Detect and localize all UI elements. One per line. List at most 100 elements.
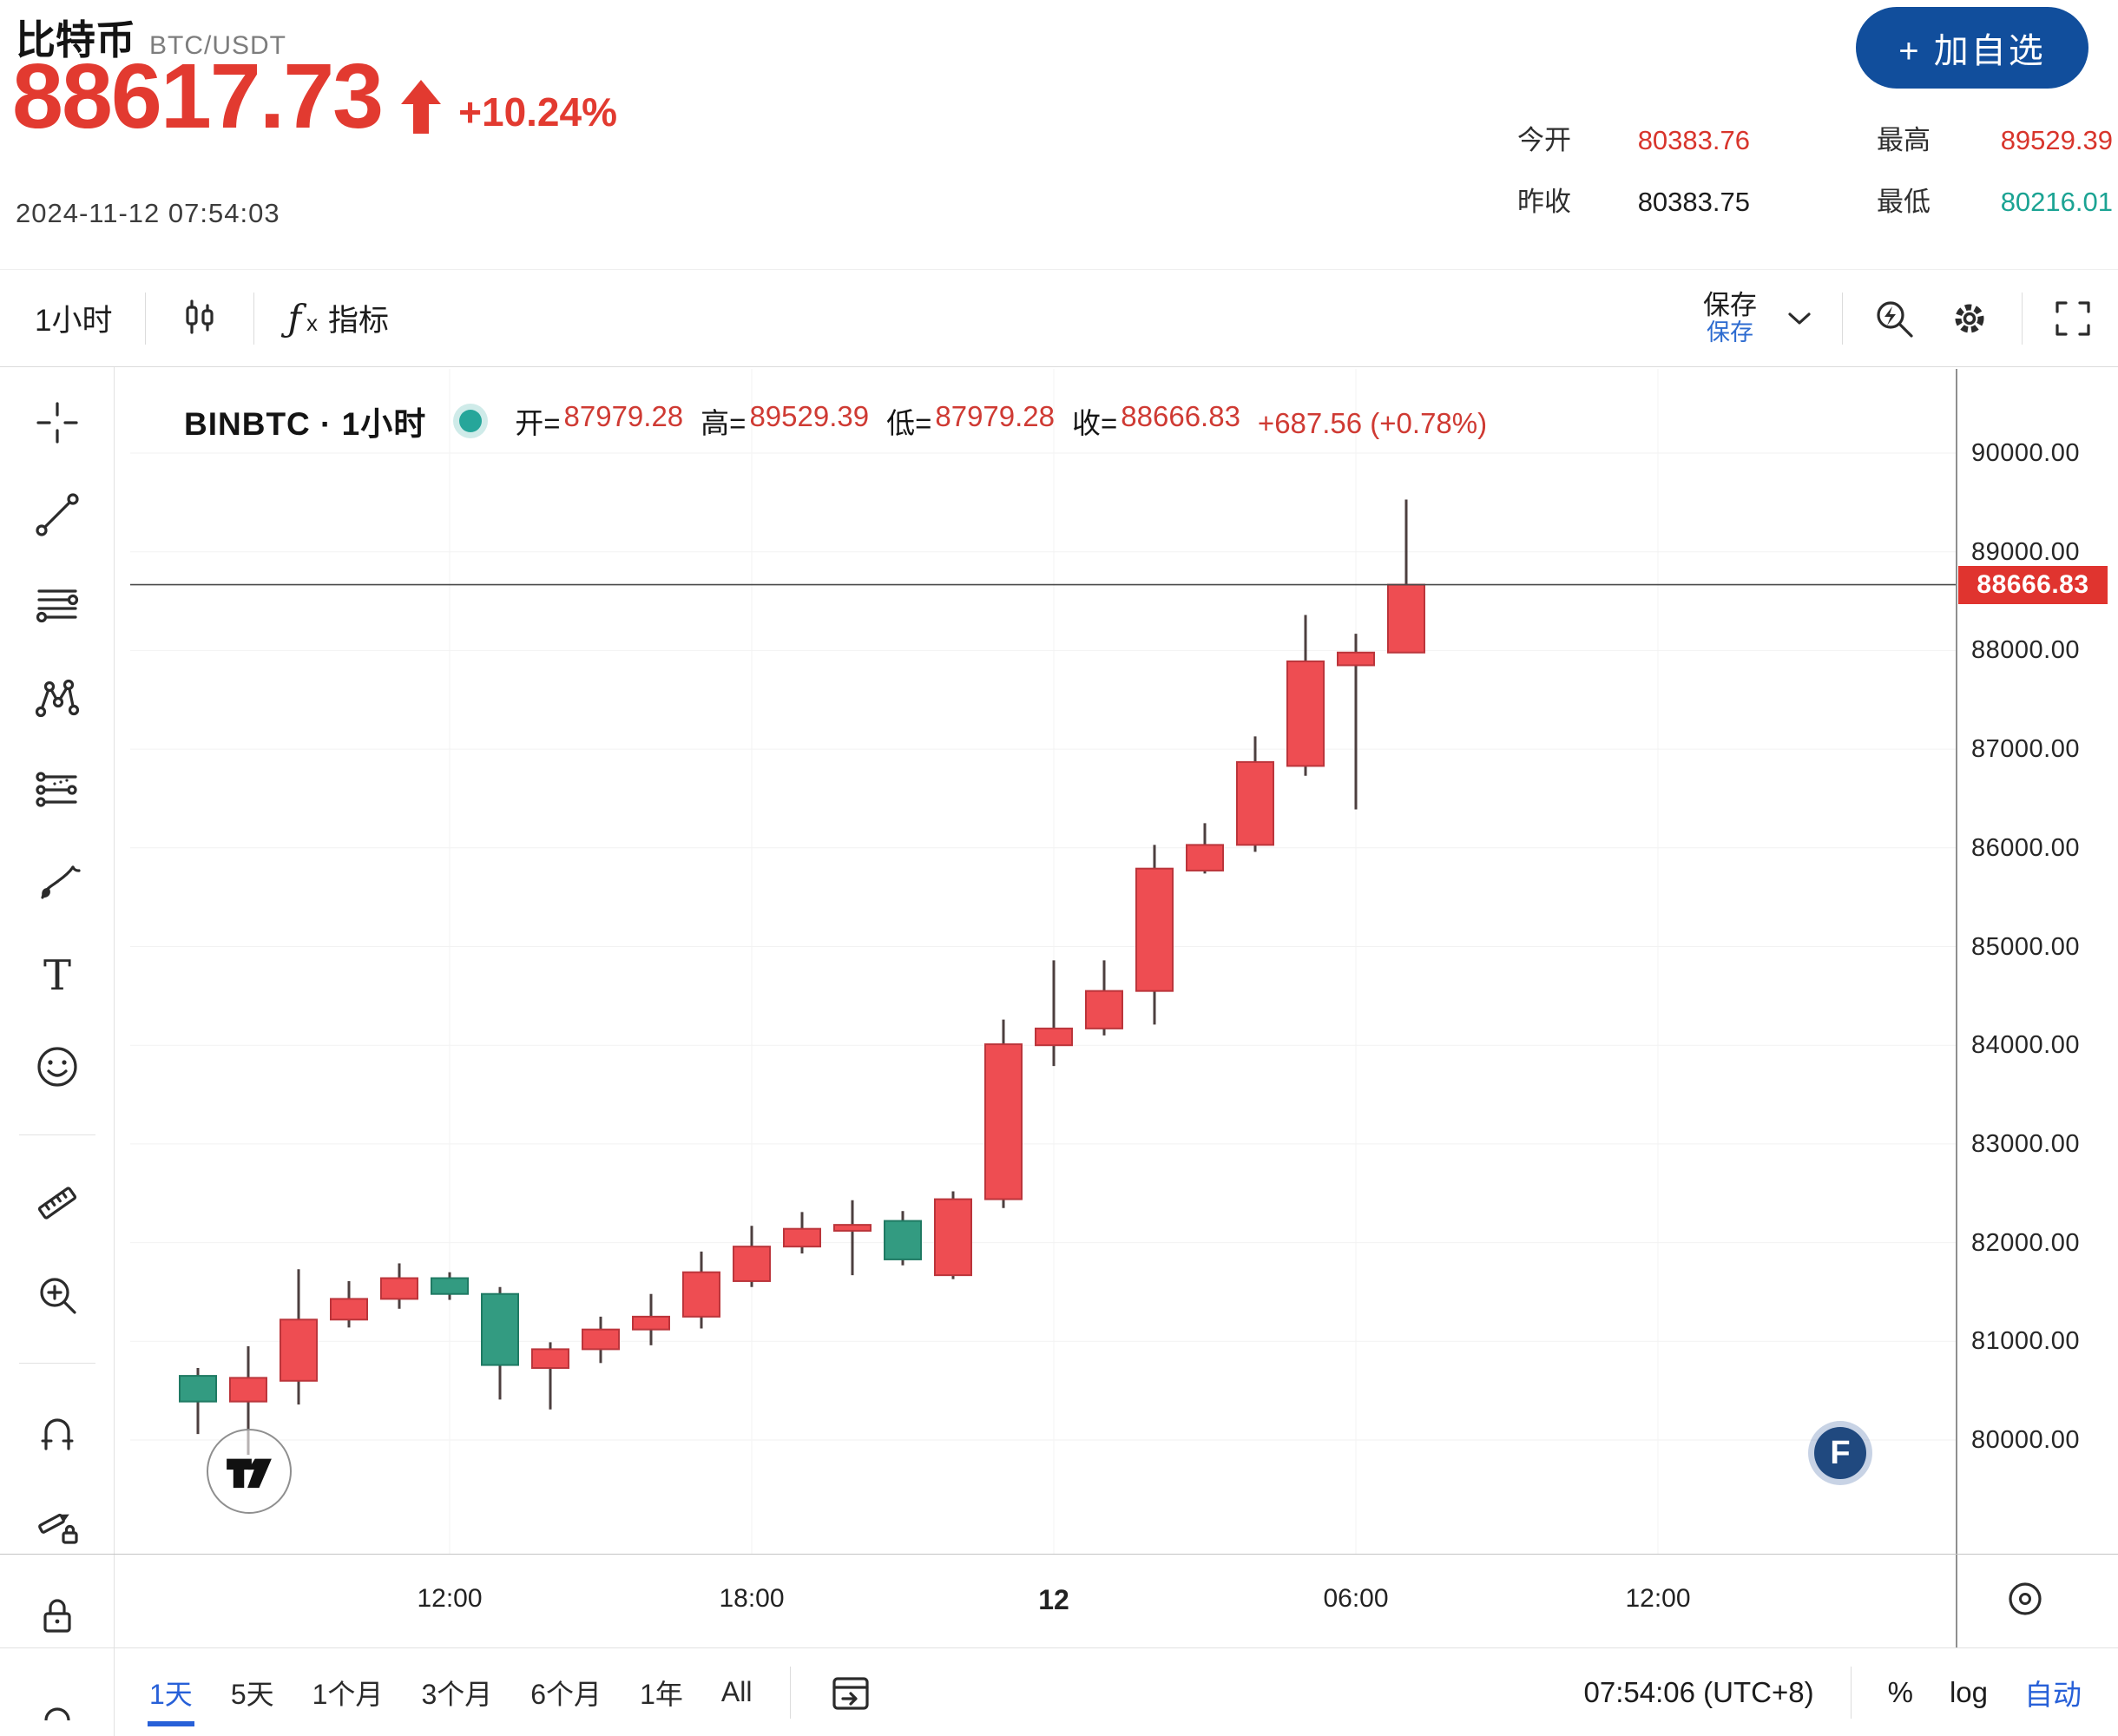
time-axis[interactable]: 12:00 18:00 12 06:00 12:00	[0, 1554, 2118, 1647]
quick-search-button[interactable]	[1872, 296, 1917, 341]
stat-open: 今开 80383.76	[1517, 125, 1750, 155]
partial-circle-icon	[43, 1707, 70, 1720]
interval-selector[interactable]: 1小时	[35, 296, 112, 340]
time-tick: 12	[1038, 1584, 1069, 1615]
price-tick: 86000.00	[1971, 833, 2080, 862]
range-3m[interactable]: 3个月	[421, 1673, 492, 1713]
range-1y[interactable]: 1年	[640, 1673, 683, 1713]
clock: 07:54:06 (UTC+8)	[1583, 1675, 1814, 1708]
save-dropdown-button[interactable]	[1786, 310, 1812, 327]
market-status-dot	[459, 410, 483, 432]
range-1d[interactable]: 1天	[148, 1673, 194, 1726]
bullseye-icon	[2009, 1582, 2042, 1615]
tool-lock-all[interactable]	[33, 1591, 82, 1640]
tradingview-logo-icon	[227, 1458, 272, 1489]
tool-xabcd-pattern[interactable]	[33, 674, 82, 723]
daily-stats: 今开 80383.76 最高 89529.39 昨收 80383.75 最低 8…	[1517, 118, 2113, 219]
percent-scale-button[interactable]: %	[1887, 1675, 1913, 1708]
candlestick-chart[interactable]	[130, 369, 1956, 1554]
text-icon: T	[43, 951, 70, 998]
auto-scale-button[interactable]: 自动	[2024, 1672, 2082, 1713]
chevron-down-icon	[1788, 312, 1811, 325]
brush-icon	[40, 865, 81, 899]
last-price: 88617.73	[12, 45, 384, 148]
ohlc-close: 88666.83	[1121, 400, 1240, 432]
price-up-arrow-icon	[401, 80, 442, 137]
range-6m[interactable]: 6个月	[530, 1673, 602, 1713]
stat-low: 最低 80216.01	[1877, 187, 2113, 217]
price-tick: 84000.00	[1971, 1031, 2080, 1060]
go-to-date-button[interactable]	[829, 1670, 874, 1715]
sidebar-divider	[18, 1363, 95, 1364]
ruler-icon	[37, 1187, 76, 1220]
magic-search-icon	[1877, 300, 1913, 338]
price-tick: 90000.00	[1971, 439, 2080, 467]
symbol-name: 比特币	[16, 17, 135, 62]
sidebar-divider	[18, 1134, 95, 1135]
ohlc-high: 89529.39	[749, 400, 870, 432]
f-watermark: F	[1814, 1427, 1866, 1479]
tool-draw-lock[interactable]	[33, 1499, 82, 1548]
ohlc-low: 87979.28	[935, 400, 1055, 432]
fullscreen-icon	[2056, 300, 2090, 336]
stat-high: 最高 89529.39	[1877, 125, 2113, 155]
chart-type-button[interactable]	[179, 298, 220, 339]
symbol-header: 比特币 BTC/USDT	[16, 9, 286, 66]
pencil-lock-icon	[37, 1513, 78, 1544]
tool-crosshair[interactable]	[33, 398, 82, 447]
ohlc-change: +687.56 (+0.78%)	[1257, 407, 1488, 439]
price-axis-border	[1956, 369, 1957, 1647]
trend-line-icon	[35, 493, 79, 536]
magnet-icon	[41, 1418, 73, 1450]
last-price-tag: 88666.83	[1958, 565, 2108, 604]
tool-trend-line[interactable]	[33, 490, 82, 539]
forecast-icon	[35, 772, 77, 807]
range-all[interactable]: All	[720, 1676, 753, 1707]
tool-emoji[interactable]	[33, 1042, 82, 1091]
tradingview-watermark[interactable]	[207, 1429, 292, 1514]
tool-forecast[interactable]	[33, 766, 82, 815]
time-tick: 06:00	[1323, 1584, 1389, 1613]
settings-button[interactable]	[1947, 296, 1992, 341]
zoom-in-icon	[39, 1278, 76, 1314]
range-5d[interactable]: 5天	[231, 1673, 274, 1713]
fullscreen-button[interactable]	[2052, 298, 2094, 339]
time-tick: 18:00	[719, 1584, 785, 1613]
tool-magnet[interactable]	[33, 1407, 82, 1456]
save-button[interactable]: 保存 保存	[1703, 289, 1757, 345]
tool-brush[interactable]	[33, 858, 82, 907]
bottom-toolbar: 1天 5天 1个月 3个月 6个月 1年 All 07:54:06 (UTC+8…	[0, 1647, 2118, 1736]
tool-zoom-in[interactable]	[33, 1271, 82, 1319]
timestamp: 2024-11-12 07:54:03	[16, 198, 280, 228]
price-tick: 88000.00	[1971, 636, 2080, 665]
legend-series-title: BINBTC · 1小时	[184, 406, 427, 442]
fib-lines-icon	[36, 589, 78, 623]
tool-fib-retracement[interactable]	[33, 582, 82, 631]
range-1m[interactable]: 1个月	[312, 1673, 384, 1713]
chart-legend: BINBTC · 1小时 开= 87979.28 高= 89529.39 低= 879…	[184, 398, 1487, 444]
xabcd-pattern-icon	[35, 679, 79, 718]
price-axis[interactable]: 88666.83 90000.00 89000.00 88000.00 87000.0…	[1957, 369, 2118, 1554]
price-tick: 89000.00	[1971, 537, 2080, 566]
price-tick: 80000.00	[1971, 1426, 2080, 1454]
price-tick: 85000.00	[1971, 932, 2080, 961]
tool-more-partial[interactable]	[33, 1683, 82, 1732]
fx-icon: ƒ	[287, 297, 302, 339]
ohlc-open: 87979.28	[563, 400, 684, 432]
price-block: 88617.73 +10.24%	[12, 50, 617, 142]
candlestick-icon	[186, 299, 214, 334]
stat-prev-close: 昨收 80383.75	[1517, 187, 1750, 217]
price-tick: 81000.00	[1971, 1327, 2080, 1356]
crosshair-icon	[36, 402, 78, 444]
tool-text[interactable]: T	[33, 950, 82, 999]
calendar-goto-icon	[832, 1676, 870, 1710]
lock-icon	[43, 1599, 71, 1633]
scroll-to-realtime-button[interactable]	[2002, 1575, 2049, 1625]
add-watchlist-button[interactable]: + 加自选	[1856, 7, 2088, 89]
tool-ruler[interactable]	[33, 1179, 82, 1227]
time-tick: 12:00	[1625, 1584, 1691, 1613]
log-scale-button[interactable]: log	[1949, 1675, 1988, 1708]
